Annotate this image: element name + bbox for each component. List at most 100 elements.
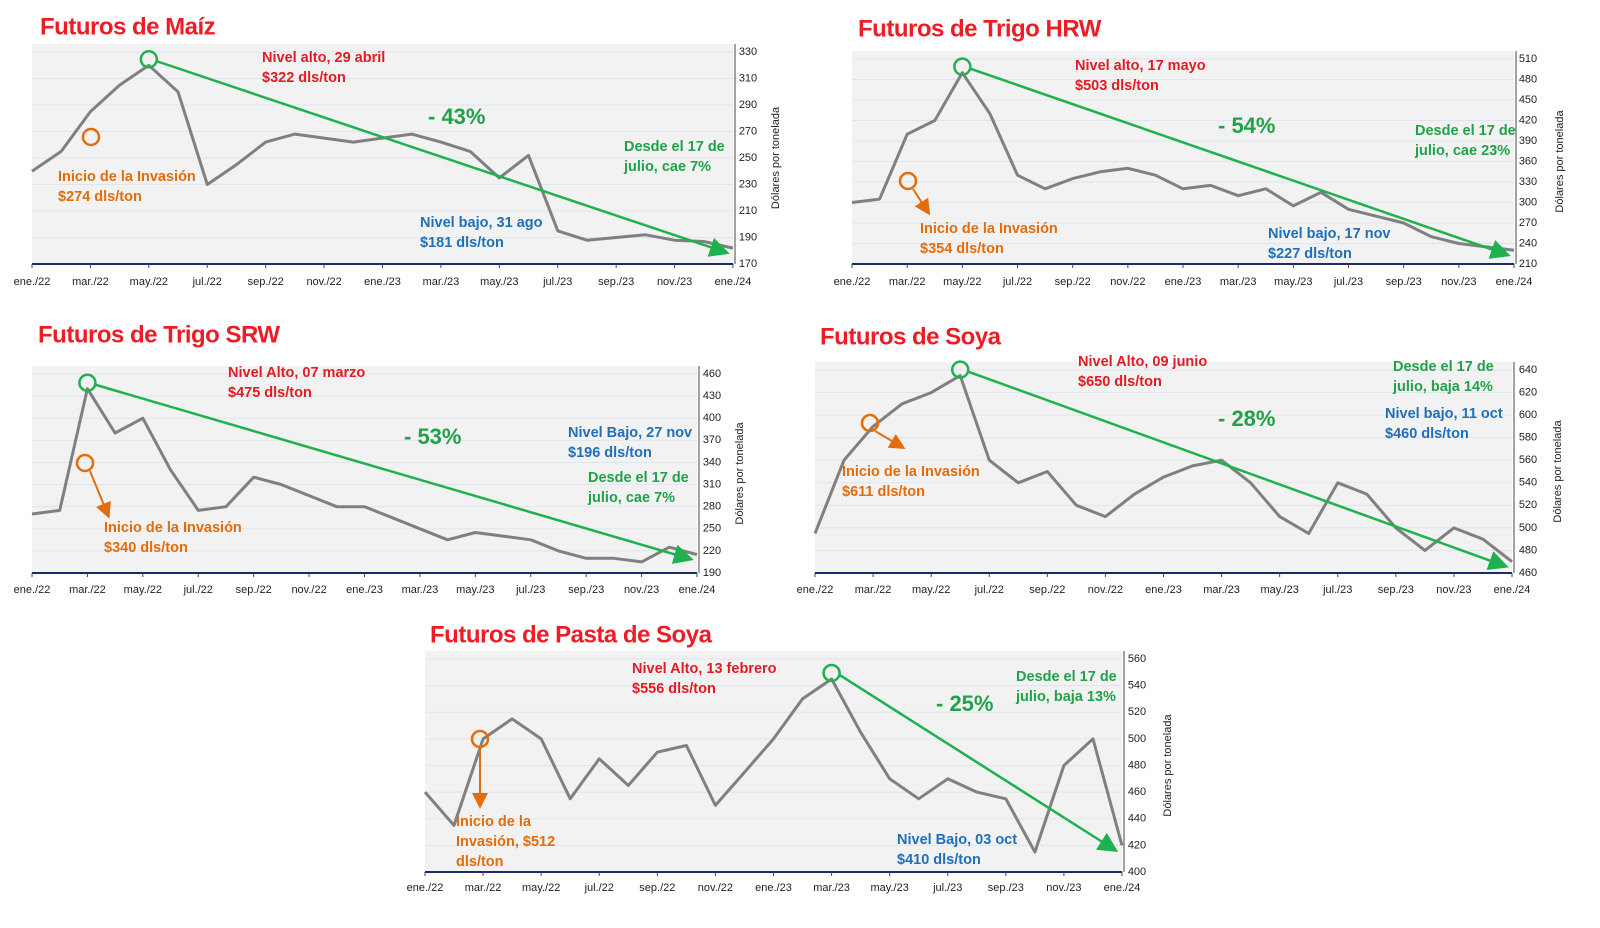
x-tick-label: mar./23 bbox=[402, 584, 439, 596]
invasion-marker bbox=[898, 171, 918, 191]
x-tick-label: jul./23 bbox=[932, 882, 962, 894]
y-tick-label: 330 bbox=[739, 46, 757, 58]
y-tick-label: 500 bbox=[1519, 522, 1537, 534]
y-tick-label: 460 bbox=[1519, 567, 1537, 579]
y-tick-label: 460 bbox=[703, 368, 721, 380]
x-tick-label: may./23 bbox=[1274, 276, 1312, 288]
y-tick-label: 420 bbox=[1519, 114, 1537, 126]
change-label: - 43% bbox=[428, 104, 485, 129]
y-tick-label: 210 bbox=[1519, 258, 1537, 270]
peak-marker bbox=[953, 57, 972, 76]
x-tick-label: ene./22 bbox=[14, 584, 51, 596]
y-tick-label: 310 bbox=[739, 72, 757, 84]
y-tick-label: 250 bbox=[739, 152, 757, 164]
y-tick-label: 400 bbox=[703, 412, 721, 424]
chart-title: Futuros de Maíz bbox=[40, 13, 216, 40]
x-tick-label: mar./23 bbox=[1220, 276, 1257, 288]
y-tick-label: 330 bbox=[1519, 176, 1537, 188]
y-tick-label: 480 bbox=[1519, 73, 1537, 85]
x-tick-label: mar./23 bbox=[813, 882, 850, 894]
annotation: $460 dls/ton bbox=[1385, 426, 1469, 442]
annotation: Nivel alto, 17 mayo bbox=[1075, 58, 1206, 74]
annotation: Nivel bajo, 31 ago bbox=[420, 215, 543, 231]
x-tick-label: ene./23 bbox=[755, 882, 792, 894]
x-tick-label: ene./23 bbox=[1165, 276, 1202, 288]
y-axis-label: Dólares por tonelada bbox=[734, 422, 746, 525]
x-tick-label: mar./22 bbox=[889, 276, 926, 288]
annotation: julio, cae 7% bbox=[587, 490, 675, 506]
invasion-marker bbox=[75, 453, 95, 473]
x-tick-label: mar./23 bbox=[1203, 584, 1240, 596]
x-tick-label: nov./22 bbox=[291, 584, 326, 596]
x-tick-label: nov./23 bbox=[657, 276, 692, 288]
annotation: Inicio de la bbox=[456, 814, 532, 830]
plot-area bbox=[32, 44, 733, 264]
annotation: Desde el 17 de bbox=[588, 470, 689, 486]
x-tick-label: ene./22 bbox=[834, 276, 871, 288]
chart-title: Futuros de Pasta de Soya bbox=[430, 621, 713, 648]
annotation: $181 dls/ton bbox=[420, 235, 504, 251]
x-tick-label: mar./22 bbox=[72, 276, 109, 288]
y-tick-label: 240 bbox=[1519, 237, 1537, 249]
annotation: julio, cae 7% bbox=[623, 159, 711, 175]
x-tick-label: jul./23 bbox=[1333, 276, 1363, 288]
change-label: - 54% bbox=[1218, 113, 1275, 138]
x-tick-label: jul./22 bbox=[192, 276, 222, 288]
y-axis-label: Dólares por tonelada bbox=[1552, 420, 1564, 523]
x-tick-label: may./22 bbox=[522, 882, 560, 894]
plot-area bbox=[852, 51, 1514, 264]
x-tick-label: sep./23 bbox=[1378, 584, 1414, 596]
y-tick-label: 290 bbox=[739, 99, 757, 111]
annotation: julio, baja 13% bbox=[1015, 689, 1116, 705]
x-tick-label: may./23 bbox=[480, 276, 518, 288]
x-tick-label: jul./22 bbox=[584, 882, 614, 894]
x-tick-label: mar./22 bbox=[69, 584, 106, 596]
y-tick-label: 280 bbox=[703, 501, 721, 513]
trend-arrow bbox=[838, 673, 1119, 853]
annotation: Invasión, $512 bbox=[456, 834, 555, 850]
x-tick-label: jul./23 bbox=[542, 276, 572, 288]
y-tick-label: 370 bbox=[703, 434, 721, 446]
y-tick-label: 170 bbox=[739, 258, 757, 270]
y-tick-label: 540 bbox=[1519, 477, 1537, 489]
y-tick-label: 250 bbox=[703, 523, 721, 535]
y-tick-label: 480 bbox=[1128, 759, 1146, 771]
trend-arrow bbox=[969, 67, 1511, 259]
x-tick-label: nov./23 bbox=[1441, 276, 1476, 288]
x-tick-label: mar./22 bbox=[465, 882, 502, 894]
y-tick-label: 520 bbox=[1128, 706, 1146, 718]
peak-marker bbox=[78, 373, 97, 392]
x-tick-label: mar./22 bbox=[855, 584, 892, 596]
annotation: Nivel Alto, 13 febrero bbox=[632, 661, 777, 677]
x-tick-label: ene./22 bbox=[407, 882, 444, 894]
x-tick-label: sep./22 bbox=[236, 584, 272, 596]
y-tick-label: 390 bbox=[1519, 135, 1537, 147]
change-label: - 53% bbox=[404, 424, 461, 449]
y-tick-label: 540 bbox=[1128, 680, 1146, 692]
annotation: Nivel bajo, 11 oct bbox=[1385, 406, 1503, 422]
x-tick-label: may./22 bbox=[912, 584, 950, 596]
annotation: Nivel bajo, 17 nov bbox=[1268, 226, 1391, 242]
x-tick-label: nov./23 bbox=[624, 584, 659, 596]
annotation: Inicio de la Invasión bbox=[842, 464, 980, 480]
annotation: Desde el 17 de bbox=[624, 139, 725, 155]
y-tick-label: 230 bbox=[739, 178, 757, 190]
x-tick-label: nov./22 bbox=[698, 882, 733, 894]
invasion-arrow bbox=[89, 470, 111, 519]
trend-arrow bbox=[967, 370, 1509, 571]
y-tick-label: 520 bbox=[1519, 499, 1537, 511]
change-label: - 25% bbox=[936, 691, 993, 716]
annotation: Inicio de la Invasión bbox=[58, 169, 196, 185]
x-tick-label: ene./24 bbox=[679, 584, 716, 596]
y-tick-label: 460 bbox=[1128, 786, 1146, 798]
peak-marker bbox=[950, 360, 970, 379]
x-tick-label: ene./23 bbox=[364, 276, 401, 288]
y-tick-label: 640 bbox=[1519, 364, 1537, 376]
annotation: Nivel alto, 29 abril bbox=[262, 50, 385, 66]
chart-title: Futuros de Trigo HRW bbox=[858, 15, 1102, 42]
invasion-marker bbox=[81, 127, 101, 147]
annotation: $611 dls/ton bbox=[842, 484, 925, 500]
invasion-arrow bbox=[874, 430, 906, 450]
x-tick-label: may./22 bbox=[124, 584, 162, 596]
